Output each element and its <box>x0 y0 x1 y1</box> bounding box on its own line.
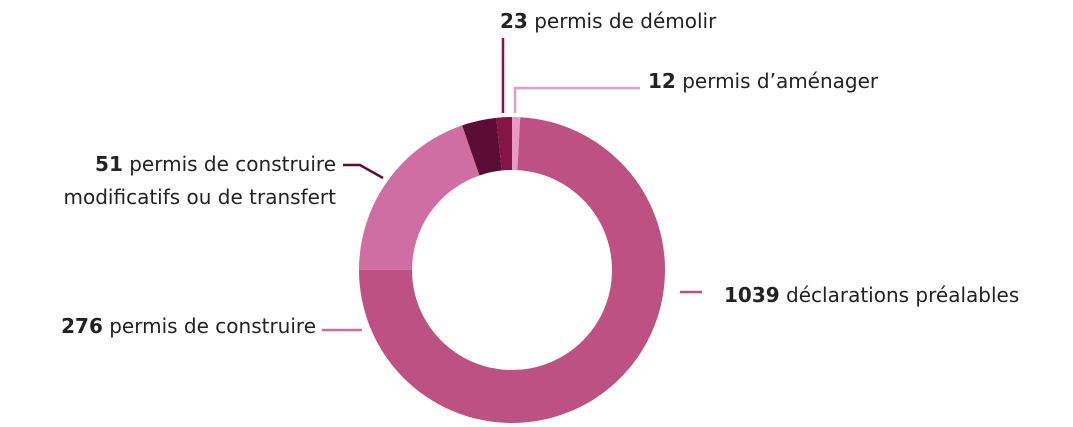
donut-segment <box>496 117 512 171</box>
slice-category: permis de construire <box>129 152 336 176</box>
leader-line <box>513 86 640 113</box>
slice-category: permis de démolir <box>534 9 717 33</box>
donut-segment <box>359 125 480 270</box>
donut-segment <box>462 117 502 176</box>
slice-label: 1039 déclarations préalables <box>724 283 1019 307</box>
slice-label: 276 permis de construire <box>61 314 316 338</box>
slice-value: 23 <box>500 9 528 33</box>
slice-value: 51 <box>95 152 123 176</box>
donut-segment <box>359 117 665 424</box>
slice-value: 12 <box>648 69 676 93</box>
slice-category: permis de construire <box>109 314 316 338</box>
slice-label: 12 permis d’aménager <box>648 69 879 93</box>
leader-line <box>343 163 384 180</box>
slice-label: modificatifs ou de transfert <box>64 185 337 209</box>
slice-category: déclarations préalables <box>786 283 1019 307</box>
slice-category: permis d’aménager <box>682 69 879 93</box>
slice-label: 23 permis de démolir <box>500 9 717 33</box>
slice-label: 51 permis de construire <box>95 152 336 176</box>
donut-segment <box>512 117 521 171</box>
slice-category: modificatifs ou de transfert <box>64 185 337 209</box>
slice-value: 1039 <box>724 283 780 307</box>
slice-value: 276 <box>61 314 103 338</box>
